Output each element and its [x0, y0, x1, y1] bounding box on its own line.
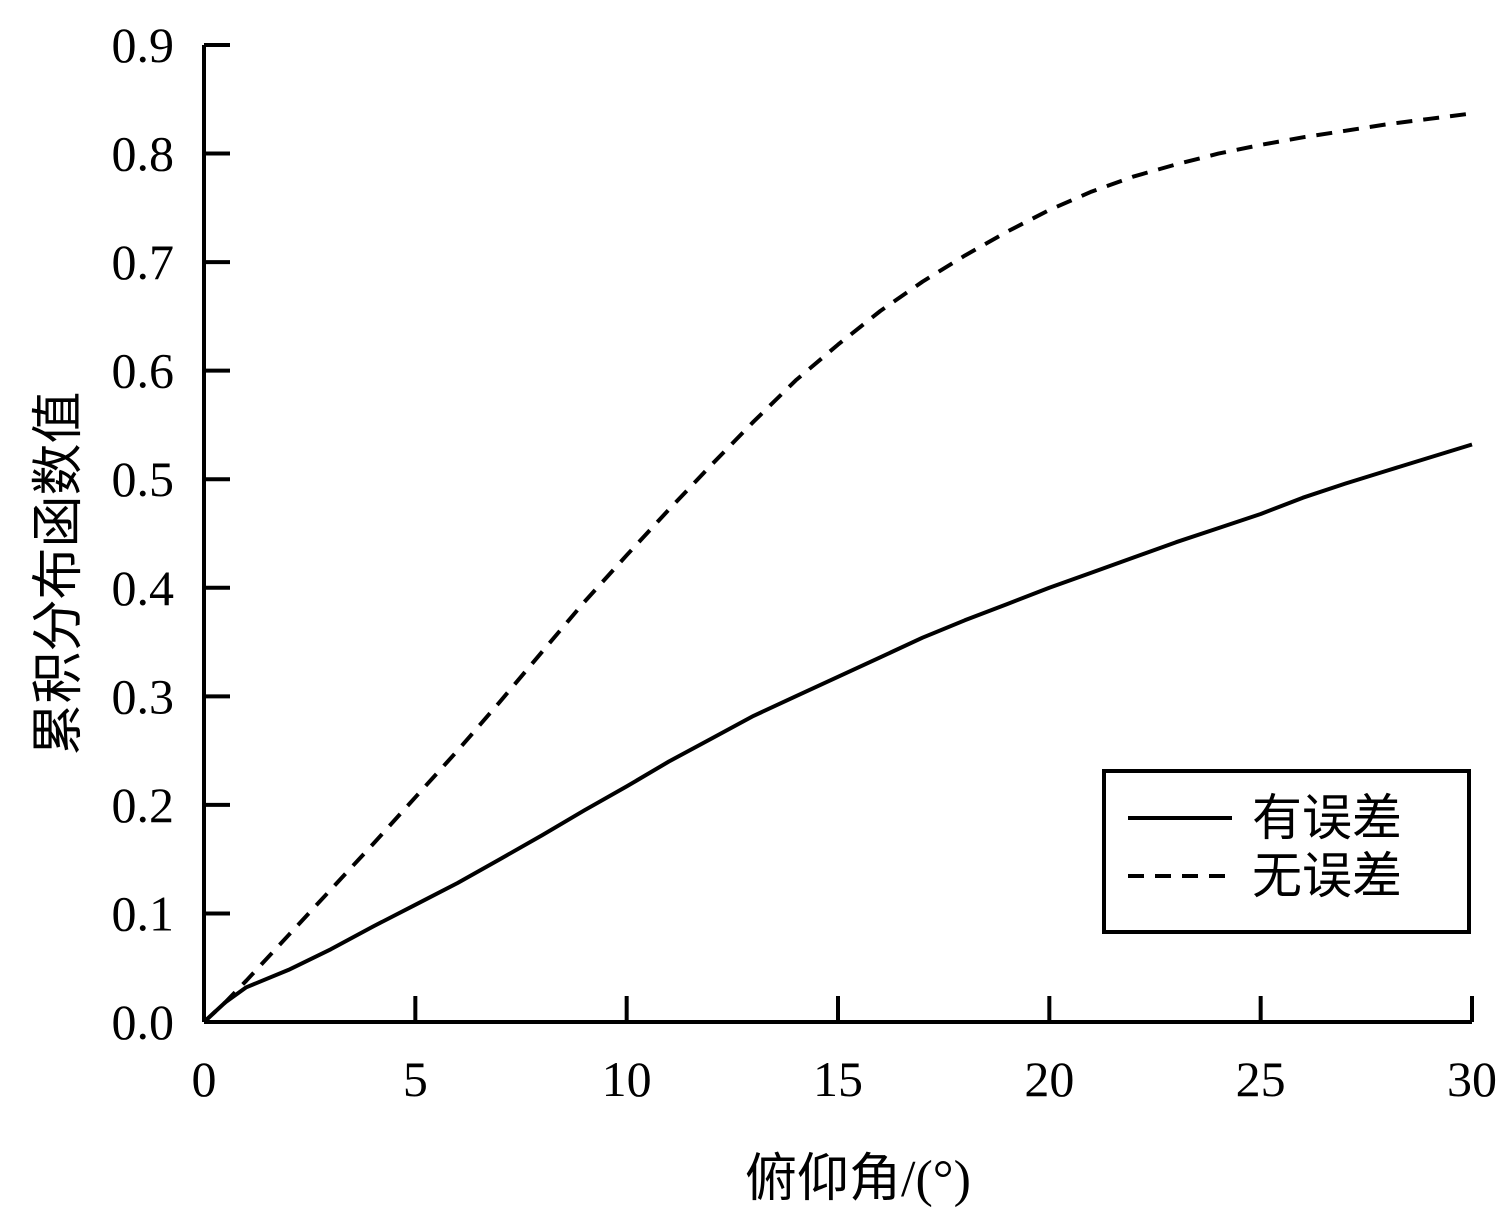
y-tick-label: 0.8 — [112, 126, 175, 182]
y-tick-label: 0.3 — [112, 668, 175, 724]
x-tick-label: 30 — [1447, 1051, 1497, 1107]
y-tick-label: 0.1 — [112, 885, 175, 941]
x-tick-label: 5 — [403, 1051, 428, 1107]
plot-area — [202, 111, 1473, 1024]
series-line-solid — [202, 442, 1473, 1024]
y-axis-label: 累积分布函数值 — [31, 391, 88, 755]
x-tick-label: 25 — [1236, 1051, 1286, 1107]
x-tick-label: 20 — [1024, 1051, 1074, 1107]
legend-label: 有误差 — [1252, 790, 1402, 846]
y-tick-label: 0.2 — [112, 777, 175, 833]
x-tick-label: 15 — [813, 1051, 863, 1107]
y-tick-label: 0.6 — [112, 343, 175, 399]
series-line-dashed — [202, 111, 1473, 1024]
x-tick-label: 10 — [602, 1051, 652, 1107]
legend-box — [1102, 769, 1471, 934]
y-tick-label: 0.9 — [112, 17, 175, 73]
legend-label: 无误差 — [1252, 848, 1402, 904]
y-tick-label: 0.7 — [112, 234, 175, 290]
x-axis-label: 俯仰角/(°) — [745, 1151, 971, 1208]
y-tick-label: 0.5 — [112, 451, 175, 507]
x-tick-label: 0 — [192, 1051, 217, 1107]
y-tick-label: 0.4 — [112, 560, 175, 616]
axes: 0.0 0.1 0.2 0.3 0.4 0.5 0.6 0.7 0.8 0.9 0 5 10 15 20 25… — [112, 17, 1498, 1107]
y-tick-label: 0.0 — [112, 994, 175, 1050]
